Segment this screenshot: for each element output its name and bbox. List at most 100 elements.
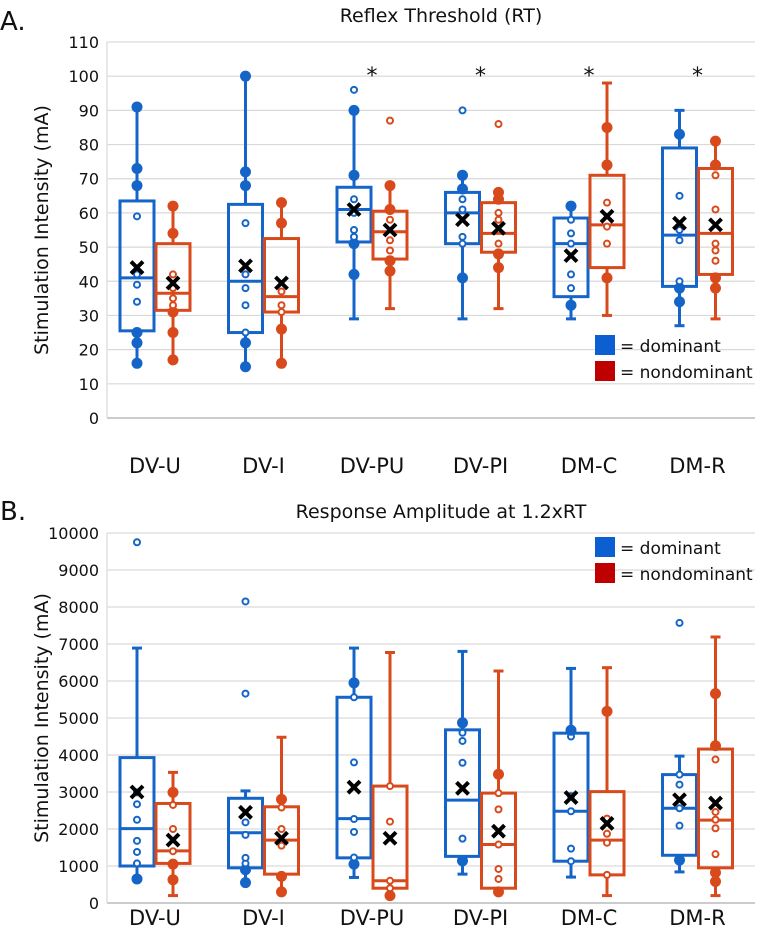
mean-marker xyxy=(563,248,579,264)
mean-marker xyxy=(129,260,145,276)
box-dominant xyxy=(118,538,156,885)
data-point xyxy=(277,287,286,296)
data-point xyxy=(131,337,143,349)
data-point xyxy=(457,183,468,195)
box-nondominant xyxy=(588,666,626,898)
data-point xyxy=(133,280,141,289)
data-point xyxy=(711,824,720,833)
data-point xyxy=(169,294,177,303)
data-point xyxy=(674,854,685,866)
data-point xyxy=(277,841,286,850)
data-point xyxy=(458,239,467,248)
mean-marker xyxy=(165,275,181,291)
box-nondominant xyxy=(371,651,409,902)
chart-panel-b: B. Response Amplitude at 1.2xRT Stimulatio… xyxy=(0,497,755,930)
y-tick-label: 90 xyxy=(79,101,99,120)
mean-marker xyxy=(708,795,723,811)
data-point xyxy=(494,874,503,883)
panel-label: A. xyxy=(0,7,26,37)
y-tick-label: 110 xyxy=(68,33,99,52)
box-dominant xyxy=(444,106,481,321)
data-point xyxy=(493,248,504,260)
data-point xyxy=(350,758,358,767)
data-point xyxy=(348,169,360,181)
data-point xyxy=(133,815,141,824)
data-point xyxy=(167,227,179,239)
box-nondominant xyxy=(154,200,192,366)
data-point xyxy=(565,724,577,736)
data-point xyxy=(277,301,286,310)
data-point xyxy=(494,239,503,248)
data-point xyxy=(710,159,721,171)
box-nondominant xyxy=(480,120,517,311)
legend-label: = nondominant xyxy=(620,565,753,585)
legend-label: = dominant xyxy=(620,539,721,559)
y-tick-label: 20 xyxy=(79,341,99,360)
data-point xyxy=(674,128,685,140)
data-point xyxy=(458,205,467,214)
data-point xyxy=(169,847,177,856)
panel-label: B. xyxy=(0,497,26,527)
data-point xyxy=(276,357,287,369)
data-point xyxy=(277,825,286,833)
mean-marker xyxy=(563,790,579,805)
mean-marker xyxy=(346,202,362,217)
mean-marker xyxy=(274,830,289,846)
data-point xyxy=(350,827,358,836)
data-point xyxy=(601,121,613,133)
box-dominant xyxy=(335,646,373,879)
data-point xyxy=(384,255,396,267)
outlier-point xyxy=(458,106,467,115)
data-point xyxy=(458,195,467,204)
legend-label: = dominant xyxy=(620,337,721,357)
box-nondominant xyxy=(371,116,409,311)
data-point xyxy=(169,301,177,310)
data-point xyxy=(494,789,503,798)
chart-panel-a: A. Reflex Threshold (RT) Stimulation Inten… xyxy=(0,5,755,478)
data-point xyxy=(167,858,179,870)
y-tick-label: 10 xyxy=(79,375,99,394)
data-point xyxy=(494,208,503,217)
y-tick-label: 40 xyxy=(79,272,99,291)
data-point xyxy=(386,215,394,224)
y-tick-label: 10000 xyxy=(48,524,99,543)
mean-marker xyxy=(129,784,145,800)
box-iqr xyxy=(588,173,626,270)
data-point xyxy=(567,270,575,279)
data-point xyxy=(133,297,141,306)
outlier-point xyxy=(386,116,394,125)
data-point xyxy=(603,870,611,879)
data-point xyxy=(675,804,684,813)
data-point xyxy=(348,677,360,689)
box-dominant xyxy=(227,70,264,373)
legend-swatch xyxy=(595,537,615,557)
data-point xyxy=(167,327,179,339)
data-point xyxy=(131,162,143,174)
chart-title: Reflex Threshold (RT) xyxy=(340,5,543,27)
x-tick-label: DV-PU xyxy=(340,906,405,930)
data-point xyxy=(494,840,503,849)
data-point xyxy=(710,876,721,888)
chart-title: Response Amplitude at 1.2xRT xyxy=(296,501,587,523)
data-point xyxy=(457,855,468,867)
mean-marker xyxy=(599,208,615,224)
data-point xyxy=(240,70,251,82)
data-point xyxy=(240,877,251,889)
data-point xyxy=(565,299,577,311)
data-point xyxy=(711,256,720,265)
data-point xyxy=(675,191,684,200)
data-point xyxy=(350,226,358,234)
data-point xyxy=(384,265,396,277)
x-tick-label: DV-U xyxy=(129,454,181,478)
data-point xyxy=(711,246,720,255)
data-point xyxy=(493,262,504,274)
mean-marker xyxy=(708,217,723,233)
mean-marker xyxy=(672,792,687,808)
data-point xyxy=(675,277,684,286)
data-point xyxy=(131,101,143,113)
box-dominant xyxy=(335,85,373,321)
data-point xyxy=(567,284,575,293)
x-tick-label: DM-R xyxy=(669,906,725,930)
mean-marker xyxy=(672,215,687,231)
data-point xyxy=(458,834,467,843)
